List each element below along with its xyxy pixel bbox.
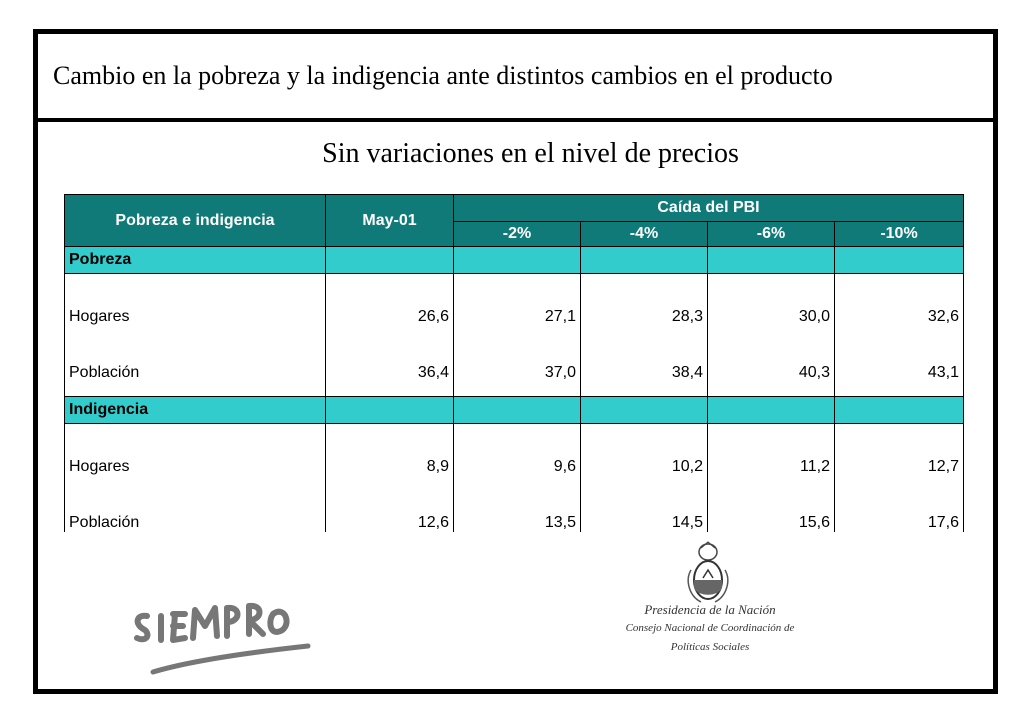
cell-value: 12,6 [325,480,454,532]
cell-value: 32,6 [834,273,964,330]
spacer-row [64,386,964,397]
gov-line-1: Presidencia de la Nación [644,602,776,617]
row-label: Población [64,330,326,386]
data-table: Pobreza e indigencia May-01 Caída del PB… [64,194,964,532]
cell-value: 11,2 [707,423,835,480]
table-row: Población 12,6 13,5 14,5 15,6 17,6 [64,480,964,532]
cell-value: 8,9 [325,423,454,480]
header-group: Caída del PBI [453,194,964,222]
gov-credit: Presidencia de la Nación Consejo Naciona… [600,600,820,657]
gov-line-3: Políticas Sociales [670,641,750,653]
cell-value: 43,1 [834,330,964,386]
cell-value: 15,6 [707,480,835,532]
section-row: Pobreza [64,246,964,274]
header-scenario: -10% [834,221,964,247]
cell-value: 10,2 [580,423,708,480]
cell-value: 30,0 [707,273,835,330]
row-label: Hogares [64,273,326,330]
title-bar: Cambio en la pobreza y la indigencia ant… [38,34,993,122]
header-base: May-01 [325,194,454,247]
header-scenario: -4% [580,221,708,247]
cell-value: 38,4 [580,330,708,386]
row-label: Hogares [64,423,326,480]
section-row: Indigencia [64,396,964,424]
cell-value: 28,3 [580,273,708,330]
gov-line-2: Consejo Nacional de Coordinación de [625,622,795,634]
section-label: Pobreza [64,246,326,274]
cell-value: 26,6 [325,273,454,330]
section-label: Indigencia [64,396,326,424]
cell-value: 27,1 [453,273,581,330]
slide-frame: Cambio en la pobreza y la indigencia ant… [33,29,998,694]
page-title: Cambio en la pobreza y la indigencia ant… [53,61,833,90]
header-scenario: -6% [707,221,835,247]
cell-value: 14,5 [580,480,708,532]
cell-value: 36,4 [325,330,454,386]
siempro-logo [134,602,311,675]
cell-value: 9,6 [453,423,581,480]
header-label: Pobreza e indigencia [64,194,326,247]
page-subtitle: Sin variaciones en el nivel de precios [322,138,739,169]
cell-value: 13,5 [453,480,581,532]
table-row: Población 36,4 37,0 38,4 40,3 43,1 [64,330,964,386]
cell-value: 17,6 [834,480,964,532]
table-row: Hogares 8,9 9,6 10,2 11,2 12,7 [64,423,964,480]
cell-value: 37,0 [453,330,581,386]
header-scenario: -2% [453,221,581,247]
national-seal-icon [687,541,729,603]
cell-value: 12,7 [834,423,964,480]
cell-value: 40,3 [707,330,835,386]
table-row: Hogares 26,6 27,1 28,3 30,0 32,6 [64,273,964,330]
row-label: Población [64,480,326,532]
